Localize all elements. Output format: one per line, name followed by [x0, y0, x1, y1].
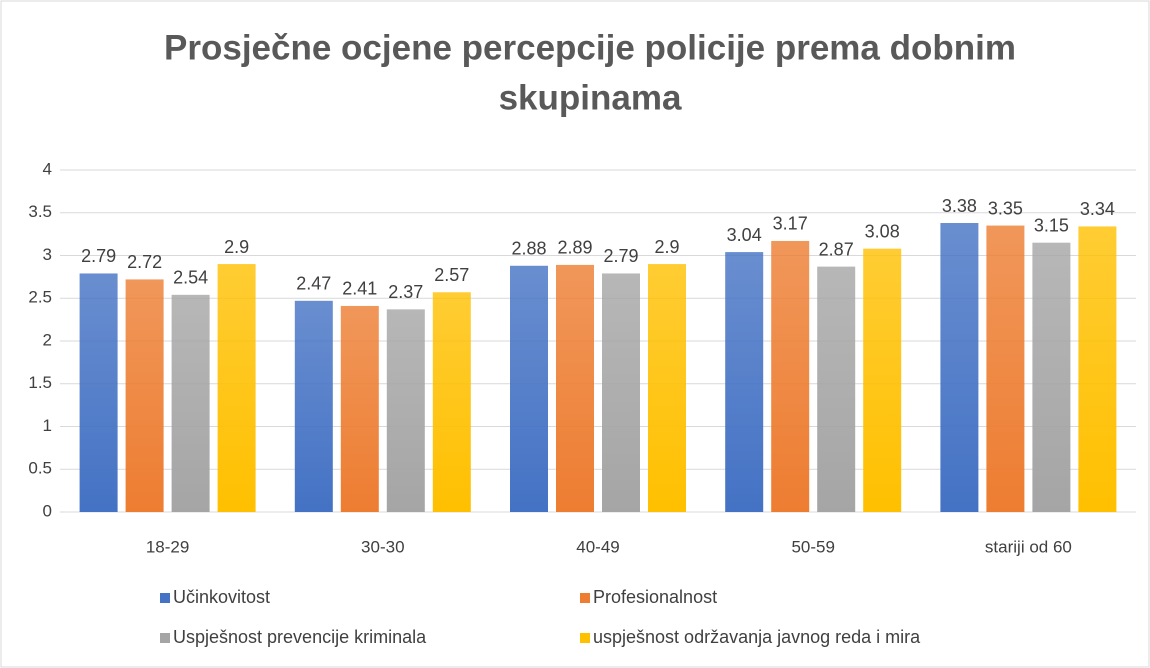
x-tick-label: 50-59	[791, 537, 834, 556]
y-tick-label: 3.5	[28, 202, 52, 221]
legend-marker	[580, 593, 590, 603]
x-tick-label: 18-29	[146, 537, 189, 556]
y-tick-label: 0	[43, 501, 52, 520]
bar	[217, 264, 256, 512]
value-label: 3.17	[773, 214, 808, 234]
bar	[386, 309, 425, 512]
x-tick-label: 40-49	[576, 537, 619, 556]
legend-label: Uspješnost prevencije kriminala	[173, 627, 427, 647]
legend-marker	[160, 633, 170, 643]
value-label: 2.57	[434, 265, 469, 285]
y-tick-label: 4	[43, 159, 52, 178]
bar	[940, 223, 979, 512]
chart-title: Prosječne ocjene percepcije policije pre…	[164, 28, 1016, 67]
value-label: 3.35	[988, 198, 1023, 218]
y-tick-label: 2	[43, 330, 52, 349]
bar	[79, 273, 118, 512]
value-label: 2.41	[342, 279, 377, 299]
x-tick-label: stariji od 60	[985, 537, 1072, 556]
y-tick-label: 2.5	[28, 288, 52, 307]
value-label: 2.87	[819, 239, 854, 259]
value-label: 2.79	[81, 246, 116, 266]
x-tick-label: 30-30	[361, 537, 404, 556]
legend-marker	[580, 633, 590, 643]
value-label: 2.89	[557, 238, 592, 258]
value-label: 2.79	[603, 246, 638, 266]
bar	[432, 292, 471, 512]
bar	[1078, 226, 1117, 512]
bar	[986, 225, 1025, 512]
value-label: 3.34	[1080, 199, 1115, 219]
value-label: 2.47	[296, 274, 331, 294]
bar	[771, 240, 810, 512]
bar	[556, 264, 594, 512]
value-label: 2.88	[511, 239, 546, 259]
legend-label: Profesionalnost	[593, 587, 717, 607]
y-tick-label: 1	[43, 416, 52, 435]
bar	[602, 273, 640, 512]
value-label: 2.54	[173, 268, 208, 288]
legend-label: uspješnost održavanja javnog reda i mira	[593, 627, 921, 647]
legend-marker	[160, 593, 170, 603]
value-label: 3.38	[942, 196, 977, 216]
value-label: 2.9	[654, 237, 679, 257]
value-label: 3.15	[1034, 215, 1069, 235]
y-tick-label: 1.5	[28, 373, 52, 392]
y-tick-label: 3	[43, 245, 52, 264]
value-label: 2.9	[224, 237, 249, 257]
y-tick-label: 0.5	[28, 459, 52, 478]
bar	[1032, 242, 1071, 513]
value-label: 2.72	[127, 252, 162, 272]
value-label: 3.04	[727, 225, 762, 245]
bar	[125, 279, 164, 512]
legend-label: Učinkovitost	[173, 587, 270, 607]
bar	[171, 294, 210, 512]
value-label: 3.08	[865, 221, 900, 241]
bar	[510, 265, 548, 512]
bar	[725, 252, 764, 512]
bar	[863, 248, 902, 512]
value-label: 2.37	[388, 282, 423, 302]
chart-title: skupinama	[499, 78, 682, 117]
bar	[340, 305, 379, 512]
bar	[817, 266, 856, 512]
bar	[294, 300, 333, 512]
bar	[648, 264, 686, 512]
